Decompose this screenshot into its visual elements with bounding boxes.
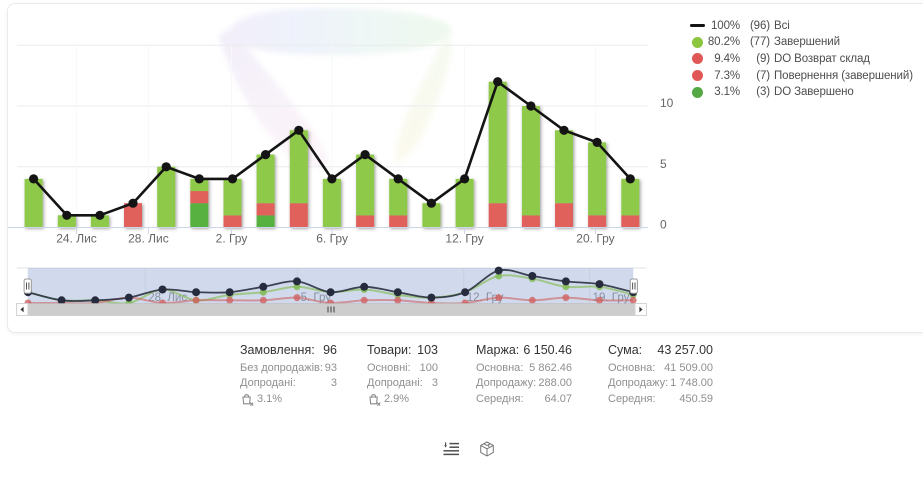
svg-text:2. Гру: 2. Гру — [216, 232, 248, 246]
svg-text:28. Лис: 28. Лис — [148, 292, 187, 304]
svg-text:5: 5 — [660, 157, 667, 171]
svg-text:5. Гру: 5. Гру — [301, 292, 332, 304]
svg-text:10: 10 — [660, 96, 674, 110]
svg-text:0: 0 — [660, 218, 667, 232]
svg-text:24. Лис: 24. Лис — [56, 232, 97, 246]
svg-text:12. Гру: 12. Гру — [445, 232, 483, 246]
svg-text:28. Лис: 28. Лис — [128, 232, 169, 246]
svg-text:20. Гру: 20. Гру — [576, 232, 614, 246]
svg-text:6. Гру: 6. Гру — [316, 232, 348, 246]
